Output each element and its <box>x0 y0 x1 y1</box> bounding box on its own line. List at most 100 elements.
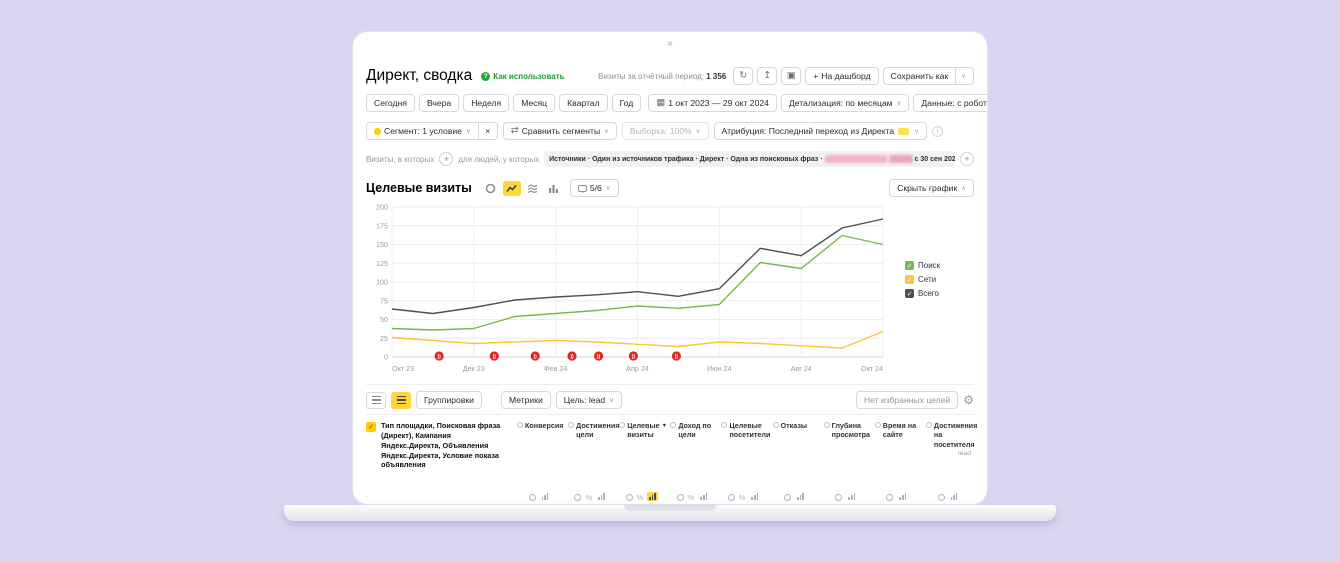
sampling-button[interactable]: Выборка: 100%∨ <box>622 122 709 140</box>
column-header[interactable]: Отказы <box>773 421 818 430</box>
annotation-marker[interactable]: )) <box>531 351 540 360</box>
annotation-marker[interactable]: )) <box>435 351 444 360</box>
period-button[interactable]: Год <box>612 94 642 112</box>
bar-chart-icon[interactable] <box>596 492 607 501</box>
list-view-button[interactable] <box>366 392 386 409</box>
percent-icon[interactable]: % <box>739 494 746 502</box>
annotation-marker[interactable]: )) <box>567 351 576 360</box>
percent-icon[interactable]: % <box>585 494 592 502</box>
donut-chart-icon[interactable] <box>626 494 633 501</box>
groupings-button[interactable]: Группировки <box>416 391 482 409</box>
segment-control: Сегмент: 1 условие∨ × <box>366 122 498 140</box>
column-header[interactable]: Конверсия <box>517 421 562 430</box>
pie-chart-icon[interactable] <box>482 181 500 196</box>
donut-chart-icon[interactable] <box>886 494 893 501</box>
filter-chip-text: Источники · Один из источников трафика ·… <box>549 156 822 163</box>
columns-chart-icon[interactable] <box>545 181 563 196</box>
help-icon: ? <box>481 72 490 81</box>
bar-chart-icon[interactable] <box>749 492 760 501</box>
period-button[interactable]: Квартал <box>559 94 607 112</box>
donut-chart-icon[interactable] <box>938 494 945 501</box>
metrics-button[interactable]: Метрики <box>501 391 551 409</box>
period-button[interactable]: Месяц <box>513 94 555 112</box>
bar-chart-icon[interactable] <box>647 492 658 501</box>
svg-text:)): )) <box>493 354 497 360</box>
metric-radio[interactable] <box>670 422 676 428</box>
column-header[interactable]: Целевые визиты▼ <box>619 421 664 440</box>
bar-chart-icon[interactable] <box>949 492 960 501</box>
line-chart-icon[interactable] <box>503 181 521 196</box>
annotation-marker[interactable]: )) <box>629 351 638 360</box>
export-button[interactable]: ↥ <box>757 67 777 85</box>
hide-chart-button[interactable]: Скрыть график∧ <box>889 179 974 197</box>
chevron-down-icon[interactable]: ∨ <box>955 67 966 85</box>
goal-select-button[interactable]: Цель: lead∨ <box>556 391 622 409</box>
date-range-button[interactable]: ▦1 окт 2023 — 29 окт 2024 <box>648 94 777 112</box>
bar-chart-icon[interactable] <box>897 492 908 501</box>
dimension-header[interactable]: Тип площадки, Поисковая фраза (Директ), … <box>366 421 514 505</box>
legend-item[interactable]: Всего <box>905 289 940 298</box>
donut-chart-icon[interactable] <box>784 494 791 501</box>
column-tools <box>773 492 818 505</box>
bar-chart-icon[interactable] <box>846 492 857 501</box>
metric-radio[interactable] <box>721 422 727 428</box>
donut-chart-icon[interactable] <box>835 494 842 501</box>
add-people-filter-button[interactable]: + <box>960 152 974 166</box>
info-icon[interactable]: i <box>932 126 943 137</box>
annotation-marker[interactable]: )) <box>672 351 681 360</box>
metric-radio[interactable] <box>824 422 830 428</box>
metric-radio[interactable] <box>773 422 779 428</box>
segment-filter-chip[interactable]: Источники · Один из источников трафика ·… <box>544 151 955 167</box>
column-header[interactable]: Целевые посетители <box>721 421 766 440</box>
data-mode-button[interactable]: Данные: с роботами∨ <box>913 94 988 112</box>
donut-chart-icon[interactable] <box>574 494 581 501</box>
percent-icon[interactable]: % <box>688 494 695 502</box>
bar-chart-icon[interactable] <box>540 492 551 501</box>
bar-chart-icon[interactable] <box>795 492 806 501</box>
add-to-dashboard-button[interactable]: +На дашборд <box>805 67 878 85</box>
donut-chart-icon[interactable] <box>529 494 536 501</box>
legend-checkbox[interactable] <box>905 261 914 270</box>
legend-item[interactable]: Поиск <box>905 261 940 270</box>
gear-icon[interactable]: ⚙ <box>963 394 974 406</box>
compare-segments-button[interactable]: ⇄Сравнить сегменты∨ <box>503 122 617 140</box>
column-header[interactable]: Время на сайте <box>875 421 920 440</box>
add-visits-filter-button[interactable]: + <box>439 152 453 166</box>
metric-radio[interactable] <box>926 422 932 428</box>
period-button[interactable]: Неделя <box>463 94 509 112</box>
how-to-use-link[interactable]: Как использовать <box>493 72 564 81</box>
save-as-button[interactable]: Сохранить как∨ <box>883 67 974 85</box>
stacked-chart-icon[interactable] <box>524 181 542 196</box>
metric-radio[interactable] <box>875 422 881 428</box>
legend-checkbox[interactable] <box>905 289 914 298</box>
table-view-button[interactable] <box>391 392 411 409</box>
metric-radio[interactable] <box>619 422 625 428</box>
period-button[interactable]: Вчера <box>419 94 459 112</box>
bar-chart-icon[interactable] <box>698 492 709 501</box>
annotation-marker[interactable]: )) <box>490 351 499 360</box>
comments-button[interactable]: 5/6∨ <box>570 179 619 197</box>
metric-radio[interactable] <box>568 422 574 428</box>
attribution-button[interactable]: Атрибуция: Последний переход из Директа∨ <box>714 122 927 140</box>
percent-icon[interactable]: % <box>637 494 644 502</box>
legend-checkbox[interactable] <box>905 275 914 284</box>
donut-chart-icon[interactable] <box>728 494 735 501</box>
widgets-button[interactable]: ▣ <box>781 67 801 85</box>
column-header[interactable]: Доход по цели <box>670 421 715 440</box>
annotation-marker[interactable]: )) <box>594 351 603 360</box>
laptop-notch <box>624 505 716 511</box>
detalization-button[interactable]: Детализация: по месяцам∨ <box>781 94 909 112</box>
segment-button[interactable]: Сегмент: 1 условие∨ <box>366 122 479 140</box>
donut-chart-icon[interactable] <box>677 494 684 501</box>
legend-item[interactable]: Сети <box>905 275 940 284</box>
period-button[interactable]: Сегодня <box>366 94 415 112</box>
column-header[interactable]: Глубина просмотра <box>824 421 869 440</box>
metric-radio[interactable] <box>517 422 523 428</box>
column-header[interactable]: Достижения на посетителя <box>926 421 971 449</box>
how-to-use[interactable]: ? Как использовать <box>481 72 564 81</box>
column-header[interactable]: Достижения цели <box>568 421 613 440</box>
history-button[interactable]: ↻ <box>733 67 753 85</box>
segment-clear-button[interactable]: × <box>478 122 498 140</box>
select-all-checkbox[interactable] <box>366 422 376 432</box>
favorite-goals-button[interactable]: Нет избранных целей <box>856 391 958 409</box>
